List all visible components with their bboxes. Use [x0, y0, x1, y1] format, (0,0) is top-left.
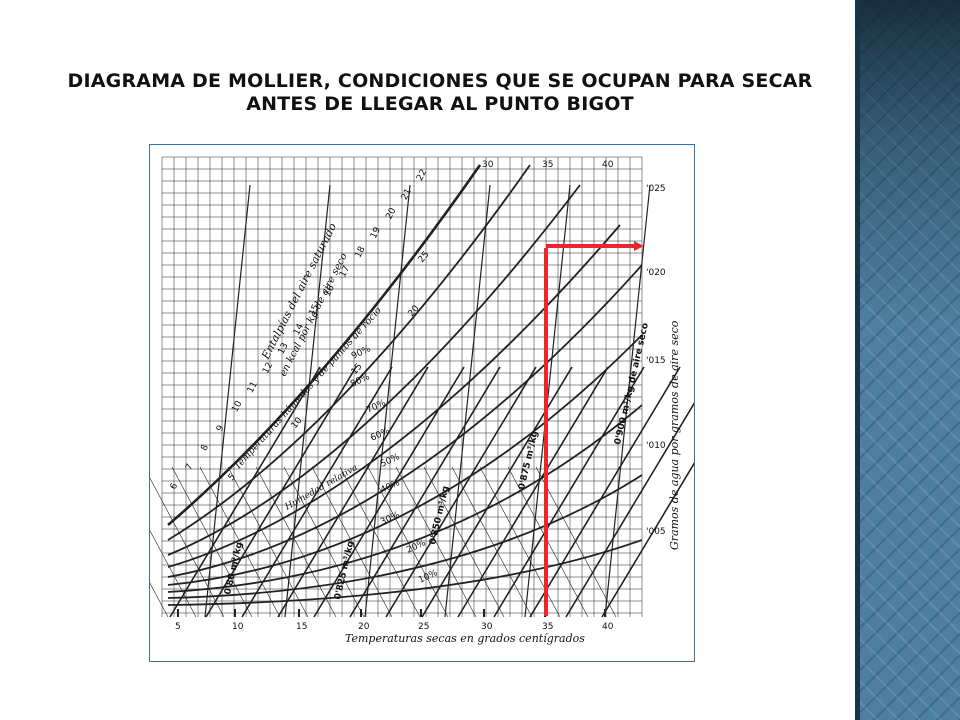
right-axis-label: Gramos de agua por gramos de aire seco: [668, 320, 681, 550]
enthalpy-line: [395, 466, 477, 618]
enthalpy-tick-label: 11: [246, 380, 260, 395]
top-tick-label: 40: [602, 160, 614, 170]
enthalpy-line: [150, 477, 225, 618]
top-tick-label: 35: [542, 160, 553, 170]
relative-humidity-label: 80%: [349, 372, 372, 390]
dry-bulb-tick-label: 30: [481, 622, 493, 632]
relative-humidity-curve: [167, 539, 643, 606]
wet-bulb-line: [349, 366, 501, 618]
relative-humidity-curve: [167, 334, 643, 586]
dry-bulb-tick-label: 40: [602, 622, 614, 632]
wet-bulb-line: [457, 366, 609, 618]
specific-volume-lines: [204, 184, 651, 618]
wet-bulb-tick-label: 10: [290, 416, 305, 431]
enthalpy-tick-label: 16: [323, 283, 337, 298]
wet-bulb-line: [277, 366, 429, 618]
enthalpy-tick-label: 20: [384, 206, 398, 221]
drying-path-arrowhead: [634, 241, 644, 251]
enthalpy-line: [451, 466, 533, 618]
wet-bulb-tick-label: 20: [407, 304, 422, 319]
enthalpy-tick-label: 14: [292, 322, 306, 337]
relative-humidity-curves: [167, 164, 643, 606]
dry-bulb-tick-label: 20: [358, 622, 370, 632]
decorative-sidebar: [855, 0, 960, 720]
dry-bulb-tick-label: 5: [175, 622, 181, 632]
relative-humidity-curve: [167, 474, 643, 599]
specific-volume-line: [364, 184, 411, 618]
enthalpy-tick-label: 10: [230, 399, 244, 414]
enthalpy-line: [283, 466, 365, 618]
specific-volume-line: [204, 184, 251, 618]
saturation-curve: [167, 164, 482, 526]
wet-bulb-line: [385, 366, 537, 618]
humidity-ratio-tick-label: '015: [646, 356, 666, 366]
dry-bulb-tick-label: 25: [418, 622, 429, 632]
enthalpy-tick-label: 22: [415, 168, 429, 183]
enthalpy-tick-label: 19: [369, 225, 383, 240]
enthalpy-tick-label: 6: [169, 481, 181, 491]
mollier-diagram-svg: 5 10 15 20 25 30 35 40 30 35 40 '025 '020 '015 '010 '00…: [150, 156, 694, 645]
wet-bulb-line: [601, 462, 694, 618]
specific-volume-line: [604, 184, 651, 618]
wet-bulb-line: [241, 366, 393, 618]
enthalpy-line: [311, 466, 393, 618]
relative-humidity-curve: [167, 404, 643, 593]
dry-bulb-tick-label: 10: [232, 622, 244, 632]
relative-humidity-label: 10%: [417, 568, 440, 586]
enthalpy-line: [227, 466, 309, 618]
specific-volume-line: [284, 184, 331, 618]
enthalpy-tick-label: 17: [338, 264, 352, 279]
enthalpy-tick-label: 15: [307, 303, 321, 318]
wet-bulb-line: [529, 366, 681, 618]
slide-title: DIAGRAMA DE MOLLIER, CONDICIONES QUE SE …: [67, 70, 813, 115]
wet-bulb-tick-label: 25: [417, 250, 432, 265]
humidity-ratio-tick-label: '005: [646, 527, 666, 537]
relative-humidity-curve: [167, 264, 643, 578]
enthalpy-tick-label: 18: [354, 245, 368, 260]
enthalpy-line: [535, 466, 617, 618]
enthalpy-line: [150, 582, 169, 618]
wet-bulb-tick-label: 5: [227, 472, 238, 483]
dry-bulb-tick-label: 35: [542, 622, 553, 632]
wet-bulb-line: [169, 366, 321, 618]
drying-path: [544, 241, 644, 616]
enthalpy-tick-label: 7: [184, 462, 196, 472]
relative-humidity-curve: [167, 164, 531, 541]
enthalpy-line: [171, 466, 253, 618]
dry-bulb-tick-label: 15: [296, 622, 307, 632]
specific-volume-label: 0'825 m³/kg: [333, 540, 356, 601]
relative-humidity-label: 90%: [350, 344, 373, 362]
x-axis-label: Temperaturas secas en grados centígrados: [345, 632, 585, 645]
enthalpy-tick-label: 13: [277, 342, 291, 357]
top-tick-label: 30: [482, 160, 494, 170]
enthalpy-tick-label: 21: [400, 187, 414, 202]
specific-volume-label: 0'900 m³/kg de aire seco: [613, 322, 651, 446]
wet-bulb-line: [313, 366, 465, 618]
humidity-ratio-tick-label: '020: [646, 268, 666, 278]
relative-humidity-label: 30%: [379, 510, 402, 528]
humidity-ratio-tick-label: '025: [646, 184, 666, 194]
enthalpy-line: [255, 466, 337, 618]
mollier-diagram: 5 10 15 20 25 30 35 40 30 35 40 '025 '020 '015 '010 '00…: [149, 144, 695, 662]
specific-volume-label: 0'80 m³/kg: [223, 541, 245, 596]
wet-bulb-lines: [169, 366, 694, 618]
relative-humidity-curve: [167, 224, 621, 568]
specific-volume-line: [444, 184, 491, 618]
enthalpy-line: [150, 530, 197, 618]
wet-bulb-line: [565, 402, 694, 618]
relative-humidity-curve: [167, 184, 581, 556]
enthalpy-line: [423, 466, 505, 618]
humidity-ratio-tick-label: '010: [646, 441, 666, 451]
relative-humidity-label: 60%: [369, 426, 392, 444]
enthalpy-tick-label: 12: [261, 361, 275, 376]
enthalpy-tick-label: 8: [200, 443, 212, 453]
enthalpy-tick-label: 9: [215, 424, 227, 434]
wet-bulb-line: [493, 366, 645, 618]
wet-bulb-line: [205, 366, 357, 618]
